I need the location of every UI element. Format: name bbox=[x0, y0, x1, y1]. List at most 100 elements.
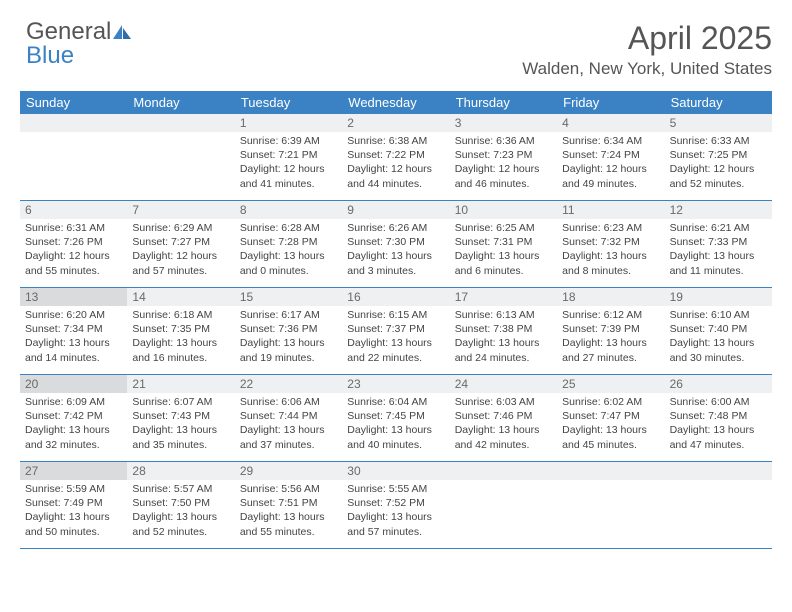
weekday-label: Tuesday bbox=[235, 91, 342, 114]
day-number: 20 bbox=[20, 375, 127, 393]
calendar-cell: 16Sunrise: 6:15 AMSunset: 7:37 PMDayligh… bbox=[342, 288, 449, 374]
day-number: 3 bbox=[450, 114, 557, 132]
day-details: Sunrise: 6:28 AMSunset: 7:28 PMDaylight:… bbox=[235, 219, 342, 282]
brand-logo: GeneralBlue bbox=[26, 20, 131, 68]
day-number: 6 bbox=[20, 201, 127, 219]
calendar-cell: 27Sunrise: 5:59 AMSunset: 7:49 PMDayligh… bbox=[20, 462, 127, 548]
day-details: Sunrise: 6:02 AMSunset: 7:47 PMDaylight:… bbox=[557, 393, 664, 456]
day-number: 29 bbox=[235, 462, 342, 480]
location-text: Walden, New York, United States bbox=[522, 59, 772, 79]
day-details: Sunrise: 6:34 AMSunset: 7:24 PMDaylight:… bbox=[557, 132, 664, 195]
day-number: 10 bbox=[450, 201, 557, 219]
weekday-label: Monday bbox=[127, 91, 234, 114]
calendar-cell: 3Sunrise: 6:36 AMSunset: 7:23 PMDaylight… bbox=[450, 114, 557, 200]
day-details: Sunrise: 6:21 AMSunset: 7:33 PMDaylight:… bbox=[665, 219, 772, 282]
calendar-cell: 14Sunrise: 6:18 AMSunset: 7:35 PMDayligh… bbox=[127, 288, 234, 374]
calendar: SundayMondayTuesdayWednesdayThursdayFrid… bbox=[20, 91, 772, 549]
calendar-cell: 6Sunrise: 6:31 AMSunset: 7:26 PMDaylight… bbox=[20, 201, 127, 287]
calendar-cell: 11Sunrise: 6:23 AMSunset: 7:32 PMDayligh… bbox=[557, 201, 664, 287]
day-details: Sunrise: 6:20 AMSunset: 7:34 PMDaylight:… bbox=[20, 306, 127, 369]
brand-part1: General bbox=[26, 18, 111, 45]
calendar-cell: 18Sunrise: 6:12 AMSunset: 7:39 PMDayligh… bbox=[557, 288, 664, 374]
day-number: 2 bbox=[342, 114, 449, 132]
day-details bbox=[665, 480, 772, 486]
weekday-label: Friday bbox=[557, 91, 664, 114]
day-number: 5 bbox=[665, 114, 772, 132]
calendar-cell: 28Sunrise: 5:57 AMSunset: 7:50 PMDayligh… bbox=[127, 462, 234, 548]
day-details: Sunrise: 6:12 AMSunset: 7:39 PMDaylight:… bbox=[557, 306, 664, 369]
calendar-cell bbox=[127, 114, 234, 200]
calendar-body: 1Sunrise: 6:39 AMSunset: 7:21 PMDaylight… bbox=[20, 114, 772, 549]
day-number bbox=[20, 114, 127, 132]
day-details: Sunrise: 6:06 AMSunset: 7:44 PMDaylight:… bbox=[235, 393, 342, 456]
day-details: Sunrise: 6:15 AMSunset: 7:37 PMDaylight:… bbox=[342, 306, 449, 369]
day-number bbox=[127, 114, 234, 132]
day-number: 14 bbox=[127, 288, 234, 306]
day-number: 27 bbox=[20, 462, 127, 480]
title-block: April 2025 Walden, New York, United Stat… bbox=[522, 20, 772, 79]
day-number: 30 bbox=[342, 462, 449, 480]
day-number: 18 bbox=[557, 288, 664, 306]
calendar-cell: 1Sunrise: 6:39 AMSunset: 7:21 PMDaylight… bbox=[235, 114, 342, 200]
calendar-cell: 25Sunrise: 6:02 AMSunset: 7:47 PMDayligh… bbox=[557, 375, 664, 461]
day-details: Sunrise: 6:17 AMSunset: 7:36 PMDaylight:… bbox=[235, 306, 342, 369]
day-number: 4 bbox=[557, 114, 664, 132]
day-number: 8 bbox=[235, 201, 342, 219]
day-number bbox=[450, 462, 557, 480]
calendar-week: 27Sunrise: 5:59 AMSunset: 7:49 PMDayligh… bbox=[20, 462, 772, 549]
day-number: 24 bbox=[450, 375, 557, 393]
calendar-cell: 29Sunrise: 5:56 AMSunset: 7:51 PMDayligh… bbox=[235, 462, 342, 548]
day-number: 11 bbox=[557, 201, 664, 219]
calendar-cell bbox=[450, 462, 557, 548]
sail-icon bbox=[113, 20, 131, 34]
calendar-cell: 15Sunrise: 6:17 AMSunset: 7:36 PMDayligh… bbox=[235, 288, 342, 374]
calendar-cell: 22Sunrise: 6:06 AMSunset: 7:44 PMDayligh… bbox=[235, 375, 342, 461]
day-number: 23 bbox=[342, 375, 449, 393]
day-details bbox=[20, 132, 127, 138]
calendar-cell bbox=[665, 462, 772, 548]
calendar-cell: 7Sunrise: 6:29 AMSunset: 7:27 PMDaylight… bbox=[127, 201, 234, 287]
calendar-cell: 9Sunrise: 6:26 AMSunset: 7:30 PMDaylight… bbox=[342, 201, 449, 287]
day-details: Sunrise: 6:33 AMSunset: 7:25 PMDaylight:… bbox=[665, 132, 772, 195]
day-details: Sunrise: 6:36 AMSunset: 7:23 PMDaylight:… bbox=[450, 132, 557, 195]
day-number: 21 bbox=[127, 375, 234, 393]
calendar-cell: 26Sunrise: 6:00 AMSunset: 7:48 PMDayligh… bbox=[665, 375, 772, 461]
day-number: 25 bbox=[557, 375, 664, 393]
calendar-cell: 17Sunrise: 6:13 AMSunset: 7:38 PMDayligh… bbox=[450, 288, 557, 374]
day-number: 12 bbox=[665, 201, 772, 219]
day-details bbox=[450, 480, 557, 486]
day-details: Sunrise: 6:18 AMSunset: 7:35 PMDaylight:… bbox=[127, 306, 234, 369]
calendar-cell bbox=[557, 462, 664, 548]
day-number: 7 bbox=[127, 201, 234, 219]
calendar-week: 1Sunrise: 6:39 AMSunset: 7:21 PMDaylight… bbox=[20, 114, 772, 201]
weekday-label: Wednesday bbox=[342, 91, 449, 114]
day-number: 1 bbox=[235, 114, 342, 132]
calendar-cell: 8Sunrise: 6:28 AMSunset: 7:28 PMDaylight… bbox=[235, 201, 342, 287]
day-details: Sunrise: 6:31 AMSunset: 7:26 PMDaylight:… bbox=[20, 219, 127, 282]
calendar-cell: 10Sunrise: 6:25 AMSunset: 7:31 PMDayligh… bbox=[450, 201, 557, 287]
day-number: 28 bbox=[127, 462, 234, 480]
weekday-label: Sunday bbox=[20, 91, 127, 114]
calendar-cell: 30Sunrise: 5:55 AMSunset: 7:52 PMDayligh… bbox=[342, 462, 449, 548]
day-details: Sunrise: 6:13 AMSunset: 7:38 PMDaylight:… bbox=[450, 306, 557, 369]
day-details: Sunrise: 6:10 AMSunset: 7:40 PMDaylight:… bbox=[665, 306, 772, 369]
day-details: Sunrise: 6:25 AMSunset: 7:31 PMDaylight:… bbox=[450, 219, 557, 282]
calendar-cell: 21Sunrise: 6:07 AMSunset: 7:43 PMDayligh… bbox=[127, 375, 234, 461]
day-details: Sunrise: 6:00 AMSunset: 7:48 PMDaylight:… bbox=[665, 393, 772, 456]
month-title: April 2025 bbox=[522, 20, 772, 57]
calendar-cell: 19Sunrise: 6:10 AMSunset: 7:40 PMDayligh… bbox=[665, 288, 772, 374]
day-details: Sunrise: 6:38 AMSunset: 7:22 PMDaylight:… bbox=[342, 132, 449, 195]
day-details: Sunrise: 5:55 AMSunset: 7:52 PMDaylight:… bbox=[342, 480, 449, 543]
day-details bbox=[127, 132, 234, 138]
calendar-cell: 5Sunrise: 6:33 AMSunset: 7:25 PMDaylight… bbox=[665, 114, 772, 200]
day-number: 13 bbox=[20, 288, 127, 306]
day-details: Sunrise: 6:07 AMSunset: 7:43 PMDaylight:… bbox=[127, 393, 234, 456]
day-details: Sunrise: 6:29 AMSunset: 7:27 PMDaylight:… bbox=[127, 219, 234, 282]
day-details: Sunrise: 6:39 AMSunset: 7:21 PMDaylight:… bbox=[235, 132, 342, 195]
day-details: Sunrise: 5:56 AMSunset: 7:51 PMDaylight:… bbox=[235, 480, 342, 543]
calendar-cell: 2Sunrise: 6:38 AMSunset: 7:22 PMDaylight… bbox=[342, 114, 449, 200]
day-number: 17 bbox=[450, 288, 557, 306]
day-details: Sunrise: 6:04 AMSunset: 7:45 PMDaylight:… bbox=[342, 393, 449, 456]
day-details: Sunrise: 6:23 AMSunset: 7:32 PMDaylight:… bbox=[557, 219, 664, 282]
calendar-cell: 13Sunrise: 6:20 AMSunset: 7:34 PMDayligh… bbox=[20, 288, 127, 374]
